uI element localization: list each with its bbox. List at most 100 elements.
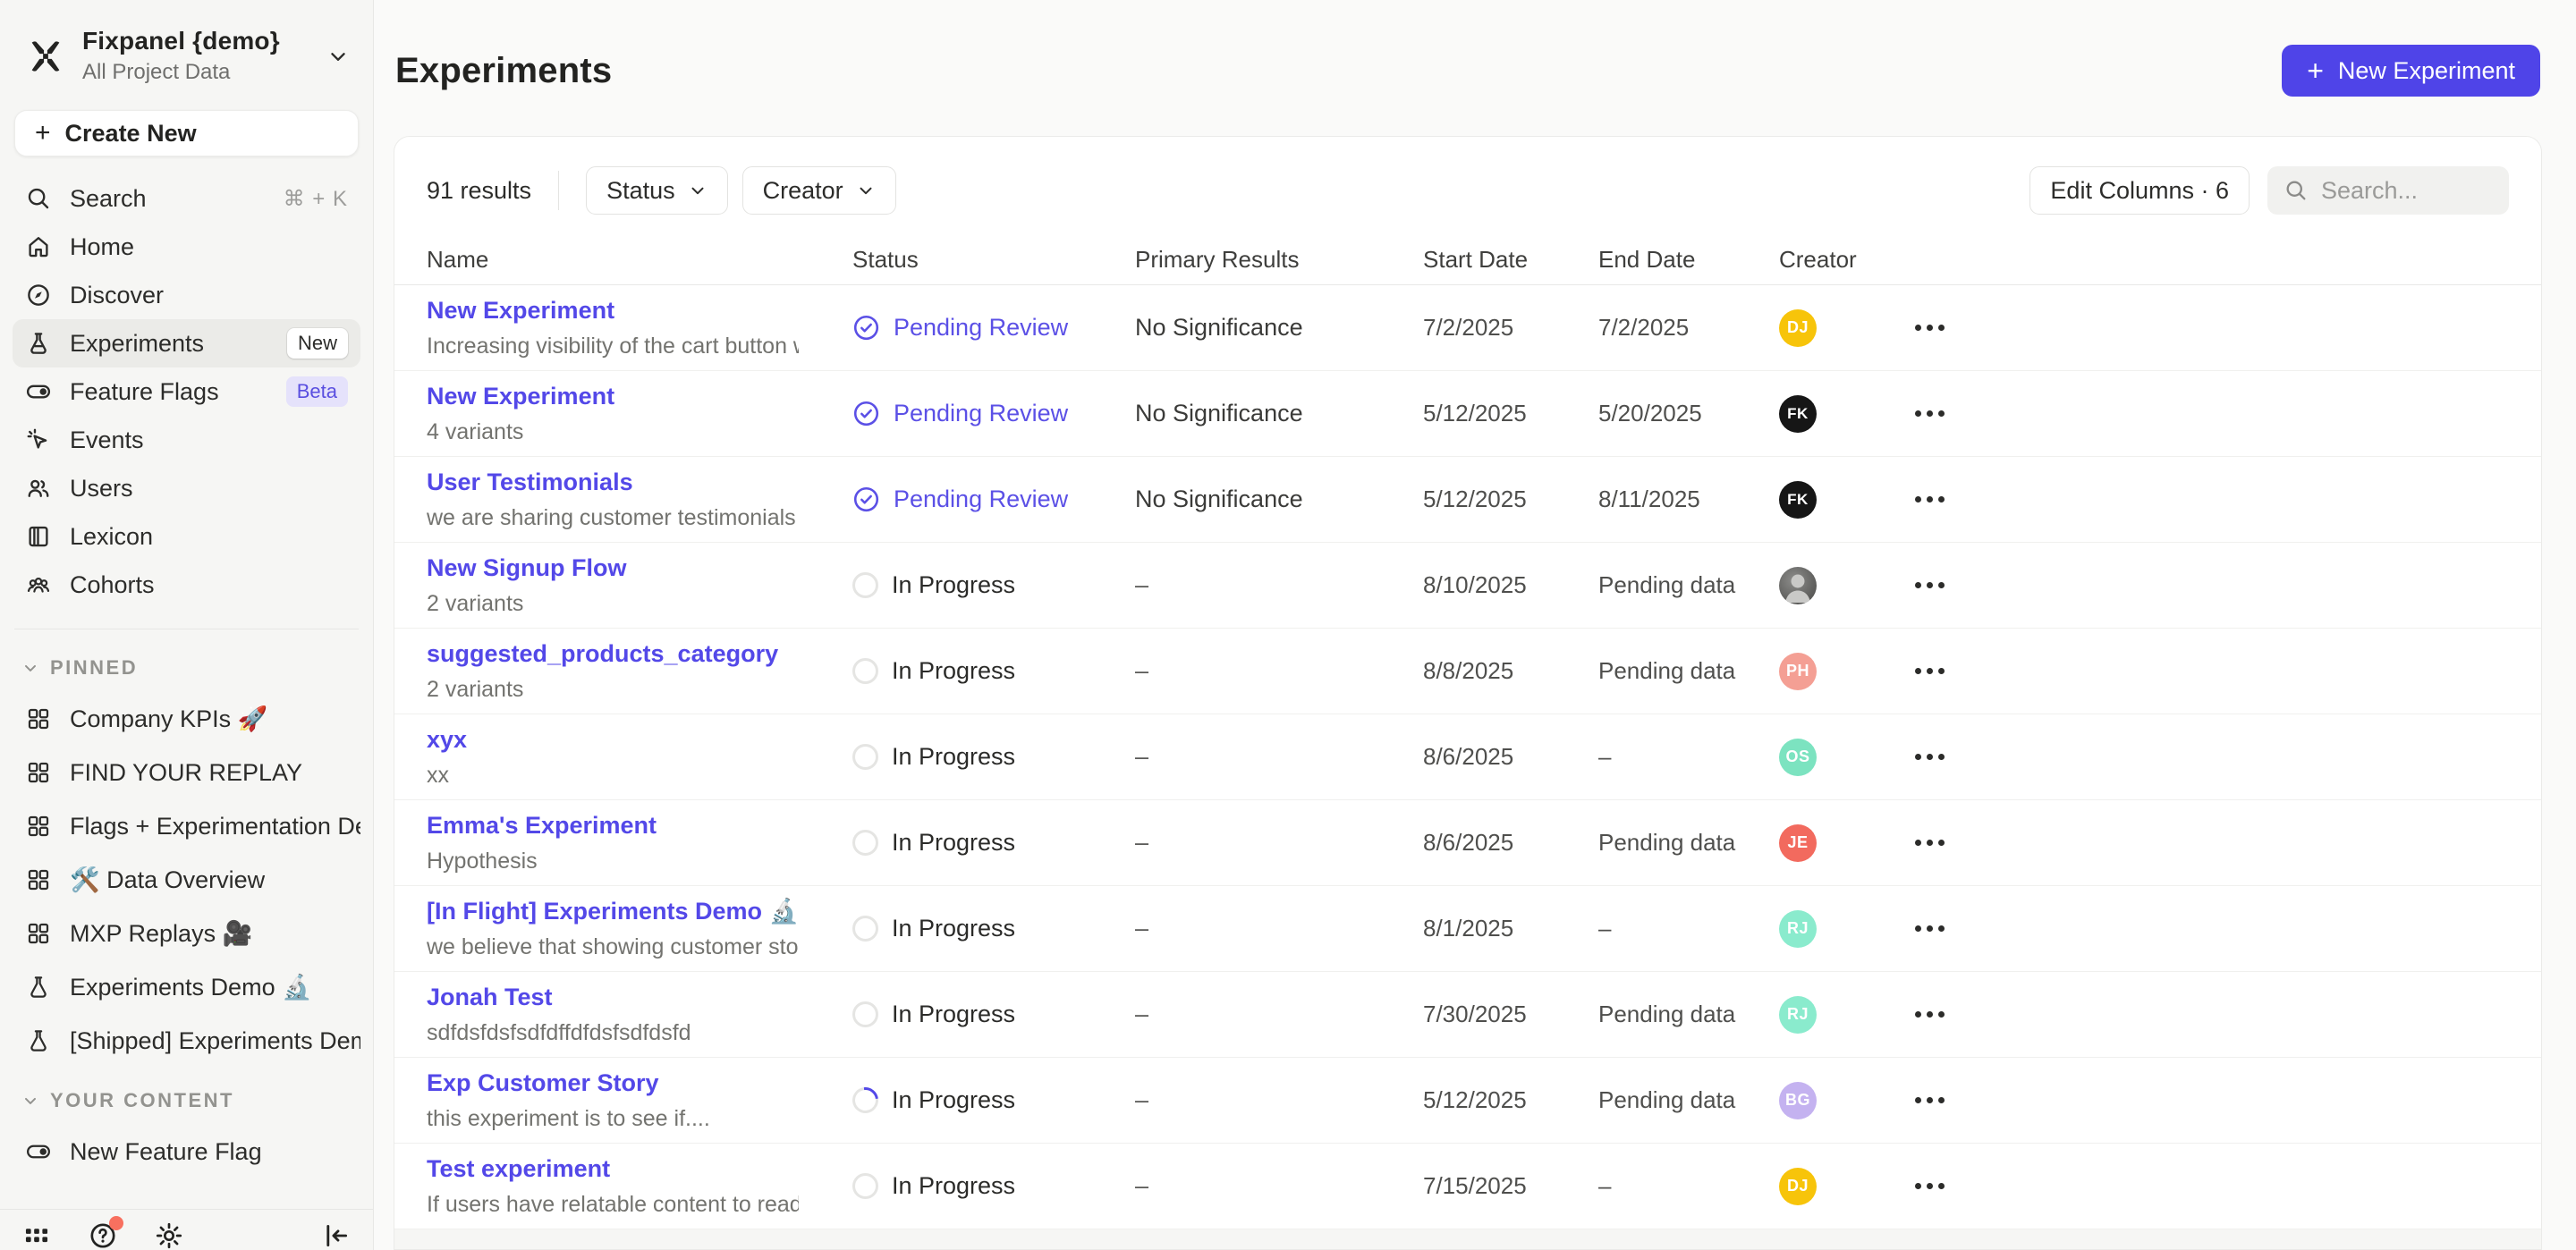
row-menu-button[interactable] <box>1906 659 1953 683</box>
experiment-description: If users have relatable content to read … <box>427 1191 799 1217</box>
search-icon <box>28 188 49 209</box>
collapse-sidebar-icon[interactable] <box>321 1220 352 1250</box>
avatar: FK <box>1779 394 1817 433</box>
pinned-section-header[interactable]: PINNED <box>0 649 373 692</box>
progress-circle-icon <box>852 658 878 684</box>
help-icon[interactable] <box>88 1216 123 1250</box>
column-header-primary-results[interactable]: Primary Results <box>1135 246 1300 273</box>
progress-circle-icon <box>852 830 878 856</box>
sidebar-item-feature-flags[interactable]: Feature Flags Beta <box>13 367 360 416</box>
sidebar-item-home[interactable]: Home <box>13 223 360 271</box>
new-experiment-button[interactable]: + New Experiment <box>2282 45 2540 97</box>
column-header-start-date[interactable]: Start Date <box>1423 246 1529 273</box>
status-cell: In Progress <box>852 657 1135 685</box>
row-menu-button[interactable] <box>1906 916 1953 941</box>
primary-results: No Significance <box>1135 400 1303 427</box>
search-input[interactable] <box>2321 176 2493 205</box>
status-filter-button[interactable]: Status <box>586 166 728 215</box>
primary-results: – <box>1135 743 1149 770</box>
your-content-section-header[interactable]: YOUR CONTENT <box>0 1082 373 1125</box>
row-menu-button[interactable] <box>1906 573 1953 597</box>
row-menu-button[interactable] <box>1906 316 1953 340</box>
fixpanel-logo-icon <box>31 40 60 72</box>
cursor-click-icon <box>27 428 47 449</box>
row-menu-button[interactable] <box>1906 831 1953 855</box>
primary-results: – <box>1135 657 1149 684</box>
board-icon <box>28 708 49 730</box>
experiment-link[interactable]: xyx <box>427 725 468 753</box>
experiment-link[interactable]: New Experiment <box>427 382 615 410</box>
primary-results: – <box>1135 829 1149 856</box>
sidebar-item-discover[interactable]: Discover <box>13 271 360 319</box>
experiment-link[interactable]: Test experiment <box>427 1154 611 1182</box>
pinned-item-company-kpis[interactable]: Company KPIs 🚀 <box>13 692 360 746</box>
avatar: FK <box>1779 480 1817 519</box>
main-content: Experiments + New Experiment 91 results … <box>374 0 2576 1250</box>
column-header-creator[interactable]: Creator <box>1779 246 1857 273</box>
apps-grid-icon[interactable] <box>21 1220 52 1250</box>
row-menu-button[interactable] <box>1906 1002 1953 1026</box>
experiment-description: we are sharing customer testimonials as … <box>427 504 799 530</box>
column-header-status[interactable]: Status <box>852 246 919 273</box>
board-icon <box>28 762 49 783</box>
sidebar-item-lexicon[interactable]: Lexicon <box>13 512 360 561</box>
board-icon <box>28 815 49 837</box>
create-new-button[interactable]: + Create New <box>14 110 359 156</box>
column-header-name[interactable]: Name <box>427 246 489 273</box>
search-shortcut: ⌘ + K <box>283 186 348 211</box>
experiment-link[interactable]: Emma's Experiment <box>427 811 657 839</box>
column-header-end-date[interactable]: End Date <box>1598 246 1696 273</box>
workspace-switcher[interactable]: Fixpanel {demo} All Project Data <box>0 0 373 105</box>
pinned-item-shipped-experiments-demo[interactable]: [Shipped] Experiments Demo 🖊️ <box>13 1014 360 1068</box>
row-menu-button[interactable] <box>1906 1088 1953 1112</box>
experiment-link[interactable]: New Signup Flow <box>427 553 627 581</box>
progress-circle-icon <box>852 1001 878 1027</box>
board-icon <box>28 923 49 944</box>
sidebar-bottom-bar <box>0 1209 373 1250</box>
pinned-item-mxp-replays[interactable]: MXP Replays 🎥 <box>13 907 360 960</box>
home-icon <box>29 237 48 258</box>
sidebar-item-events[interactable]: Events <box>13 416 360 464</box>
lexicon-book-icon <box>29 526 48 547</box>
row-menu-button[interactable] <box>1906 1174 1953 1198</box>
table-body: New Experiment Increasing visibility of … <box>394 285 2541 1229</box>
sidebar-item-search[interactable]: Search ⌘ + K <box>13 174 360 223</box>
start-date: 5/12/2025 <box>1423 1086 1527 1113</box>
experiment-description: we believe that showing customer stories… <box>427 934 799 959</box>
sidebar-item-experiments[interactable]: Experiments New <box>13 319 360 367</box>
experiment-description: xx <box>427 762 449 788</box>
primary-results: No Significance <box>1135 486 1303 512</box>
start-date: 7/2/2025 <box>1423 314 1514 341</box>
pinned-item-find-your-replay[interactable]: FIND YOUR REPLAY <box>13 746 360 799</box>
experiment-link[interactable]: User Testimonials <box>427 468 633 495</box>
pinned-item-experiments-demo[interactable]: Experiments Demo 🔬 <box>13 960 360 1014</box>
row-menu-button[interactable] <box>1906 401 1953 426</box>
avatar: BG <box>1779 1081 1817 1119</box>
experiment-description: Increasing visibility of the cart button… <box>427 333 799 359</box>
compass-icon <box>28 284 49 306</box>
flask-icon <box>30 1030 47 1052</box>
avatar-photo <box>1779 566 1817 604</box>
end-date: – <box>1598 915 1612 942</box>
experiment-link[interactable]: Exp Customer Story <box>427 1068 659 1096</box>
new-badge: New <box>286 328 348 359</box>
experiment-link[interactable]: Jonah Test <box>427 983 553 1010</box>
start-date: 8/10/2025 <box>1423 571 1527 598</box>
start-date: 7/15/2025 <box>1423 1172 1527 1199</box>
creator-filter-button[interactable]: Creator <box>741 166 896 215</box>
sidebar-item-cohorts[interactable]: Cohorts <box>13 561 360 609</box>
experiment-link[interactable]: [In Flight] Experiments Demo 🔬 <box>427 898 800 925</box>
pinned-item-data-overview[interactable]: 🛠️ Data Overview <box>13 853 360 907</box>
your-content-item-new-feature-flag[interactable]: New Feature Flag <box>13 1125 360 1178</box>
row-menu-button[interactable] <box>1906 487 1953 511</box>
experiment-link[interactable]: suggested_products_category <box>427 639 779 667</box>
status-cell: In Progress <box>852 571 1135 599</box>
search-icon <box>2286 181 2306 200</box>
edit-columns-button[interactable]: Edit Columns · 6 <box>2029 166 2250 215</box>
avatar: JE <box>1779 823 1817 862</box>
gear-icon[interactable] <box>154 1220 184 1250</box>
row-menu-button[interactable] <box>1906 745 1953 769</box>
sidebar-item-users[interactable]: Users <box>13 464 360 512</box>
experiment-link[interactable]: New Experiment <box>427 296 615 324</box>
pinned-item-flags-experimentation-demo[interactable]: Flags + Experimentation Demo , <box>13 799 360 853</box>
